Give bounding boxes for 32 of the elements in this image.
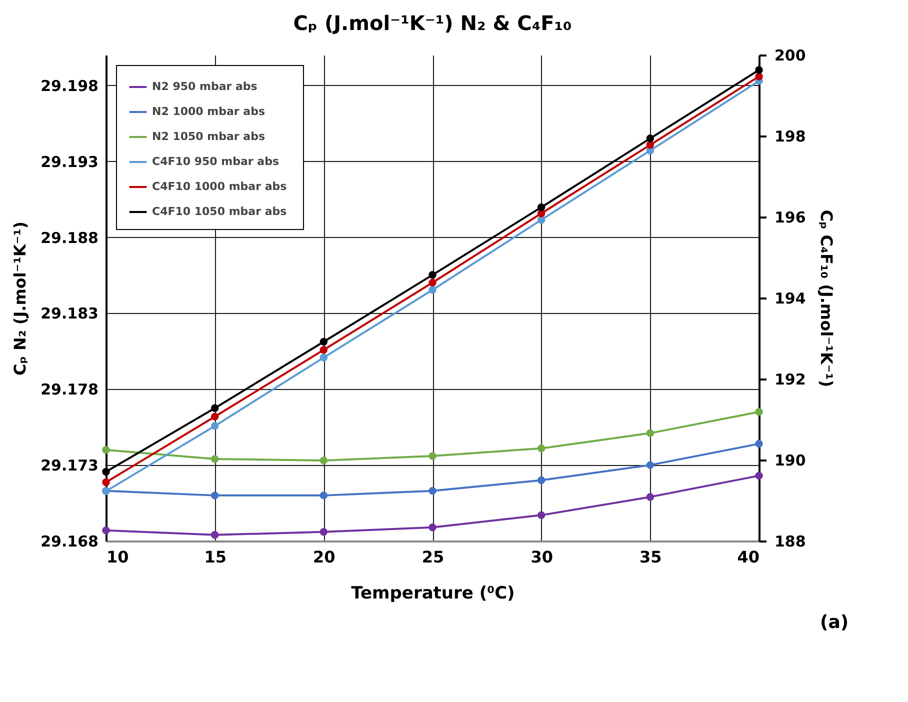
y2-tick-label: 198 xyxy=(774,128,806,146)
legend-label: N2 1000 mbar abs xyxy=(152,105,266,118)
x-tick-label: 30 xyxy=(530,548,553,566)
y-tick-label: 29.183 xyxy=(40,304,98,323)
y-axis-title: Cₚ N₂ (J.mol⁻¹K⁻¹) xyxy=(10,221,30,376)
y2-tick-label: 188 xyxy=(774,532,806,550)
y-tick-label: 29.198 xyxy=(40,76,98,95)
x-tick-label: 20 xyxy=(313,548,336,566)
x-tick-label: 15 xyxy=(204,548,226,566)
x-tick-label: 25 xyxy=(422,548,444,566)
text: (a) xyxy=(820,612,849,633)
legend-label: C4F10 1050 mbar abs xyxy=(152,205,288,218)
x-axis-title: Temperature (⁰C) xyxy=(351,584,515,604)
legend-label: N2 1050 mbar abs xyxy=(152,130,266,143)
y2-tick-label: 196 xyxy=(774,208,806,226)
legend-label: C4F10 950 mbar abs xyxy=(152,155,280,168)
y2-tick-label: 194 xyxy=(774,290,806,308)
x-tick-label: 40 xyxy=(737,548,760,566)
x-tick-label: 10 xyxy=(106,548,129,566)
chart-title: Cₚ (J.mol⁻¹K⁻¹) N₂ & C₄F₁₀ xyxy=(293,11,572,35)
y2-axis-title: Cₚ C₄F₁₀ (J.mol⁻¹K⁻¹) xyxy=(816,210,836,388)
y-tick-label: 29.168 xyxy=(40,532,98,550)
y-tick-label: 29.173 xyxy=(40,456,98,475)
y2-tick-label: 192 xyxy=(774,370,806,388)
x-tick-label: 35 xyxy=(640,548,662,566)
y-tick-label: 29.193 xyxy=(40,152,98,171)
y2-tick-label: 190 xyxy=(774,452,806,470)
y-tick-label: 29.178 xyxy=(40,380,98,399)
legend-label: C4F10 1000 mbar abs xyxy=(152,180,288,193)
y2-tick-label: 200 xyxy=(774,46,806,64)
y-tick-label: 29.188 xyxy=(40,228,98,247)
legend-label: N2 950 mbar abs xyxy=(152,80,258,93)
